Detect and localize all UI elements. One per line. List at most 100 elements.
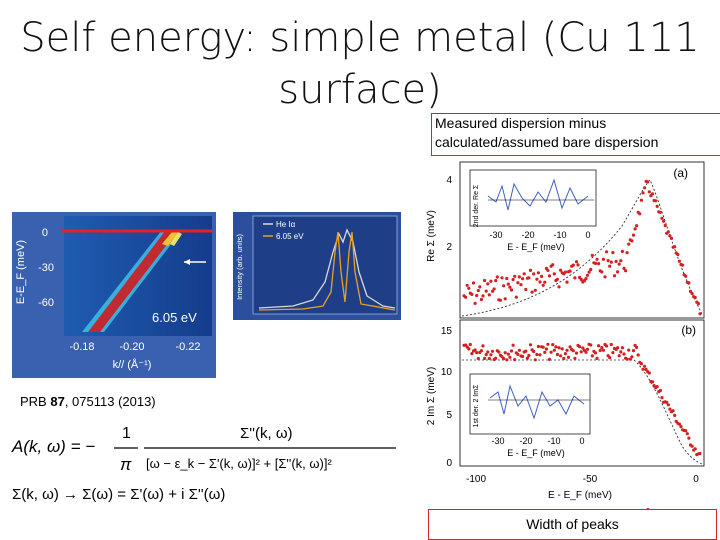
panel-b-point [490,349,495,353]
panel-b-point [560,347,564,351]
panel-b-inset-xtick-3: 0 [579,436,584,446]
panel-a-point [481,294,485,298]
panel-a-point [693,295,697,300]
panel-b-point [547,357,552,361]
reference-suffix: , 075113 (2013) [64,394,156,409]
panel-b-point [535,352,539,357]
panel-a-point [595,257,599,261]
panel-a-point [573,276,577,280]
panel-a-point [658,210,662,214]
panel-a-point [476,288,480,293]
formula-numerator: Σ''(k, ω) [240,425,293,442]
panel-b-point [660,396,664,400]
panel-b-inset-ylabel: 1st der. 2 ImΣ [473,384,480,428]
panel-a-point [473,301,477,305]
panel-a-point [630,239,634,243]
panel-b-point [611,351,615,355]
reference-volume: 87 [50,394,65,409]
panel-a-point [690,291,694,296]
panel-a-point [650,192,655,196]
panel-a-point [587,270,591,274]
panel-b-point [635,345,639,349]
panel-b-point [467,347,471,351]
panel-b-ytick-1: 10 [441,367,453,378]
panel-a-point [508,285,512,289]
panel-a-point [532,272,536,276]
panel-b-point [631,349,636,353]
arpes-xtick-1: -0.20 [119,341,144,353]
panel-b-point [698,451,702,456]
panel-b-point [598,348,602,353]
panel-a-point [565,280,569,284]
panel-b-point [479,349,483,353]
panel-a-point [627,242,631,246]
panel-a-ylabel: Re Σ (meV) [426,210,437,262]
panel-a-point [498,298,502,302]
panel-a-point [624,269,628,273]
panel-a-inset-xtick-2: -10 [553,230,566,240]
panel-a-point [635,224,639,228]
formula-line-2: Σ(k, ω) → Σ(ω) = Σ'(ω) + i Σ''(ω) [12,486,225,503]
panel-a-point [533,288,537,292]
graph-xtick-0: -100 [466,474,486,485]
graph-xlabel: E - E_F (meV) [548,490,612,501]
callout-dispersion-line-1: Measured dispersion minus [435,115,607,131]
title-line-2: surface) [278,67,442,113]
panel-b-point [590,354,594,358]
panel-b-point [630,355,634,359]
panel-b-ytick-3: 0 [446,458,452,469]
panel-a-point [495,275,499,279]
panel-a-point [555,277,559,281]
panel-a-point [584,276,588,281]
arpes-xtick-2: -0.22 [175,341,200,353]
panel-b-point [543,350,547,354]
panel-b-point [647,371,651,375]
panel-b-point [527,353,531,358]
panel-b-label: (b) [681,323,696,337]
panel-b-inset-xtick-2: -10 [547,436,560,446]
panel-a-point [660,216,664,220]
panel-b-point [502,357,506,361]
edc-legend-laser: 6.05 eV [276,232,304,241]
panel-a-point [681,263,685,267]
panel-a-point [638,212,642,216]
panel-b-point [511,343,515,347]
panel-a-point [517,275,521,279]
panel-b-point [693,447,697,451]
panel-a-point [654,199,658,203]
slide-title: Self energy: simple metal (Cu 111 surfac… [0,12,720,116]
panel-a-point [643,186,647,190]
callout-width: Width of peaks [428,509,717,540]
panel-a-point [484,289,488,293]
panel-b-point [671,409,675,413]
panel-b-point [585,347,590,351]
panel-b-point [625,357,629,361]
panel-a-ytick-1: 2 [446,242,452,253]
panel-b-point [650,380,655,384]
panel-a-point [479,297,483,302]
panel-b-point [620,346,624,350]
panel-b-point [616,346,620,350]
panel-a-point [698,312,702,316]
panel-a-point [536,271,540,275]
panel-b-point [600,346,604,350]
panel-b-point [668,407,672,411]
panel-a-point [590,253,594,257]
panel-b-point [677,422,681,426]
panel-b-point [636,353,640,357]
panel-a-point [546,268,550,272]
panel-b-point [617,354,621,358]
callout-dispersion: Measured dispersion minus calculated/ass… [431,113,720,156]
panel-b-point [666,403,670,407]
panel-a-point [494,279,498,283]
panel-a-point [516,281,520,285]
graph-xtick-1: -50 [583,474,598,485]
panel-b-point [538,353,542,357]
panel-a-point [483,278,487,283]
panel-b-point [679,425,683,429]
panel-b-point [503,351,507,355]
panel-a-point [511,277,515,282]
panel-a-point [606,259,610,263]
panel-b-point [470,352,474,356]
panel-b-point [643,364,647,368]
